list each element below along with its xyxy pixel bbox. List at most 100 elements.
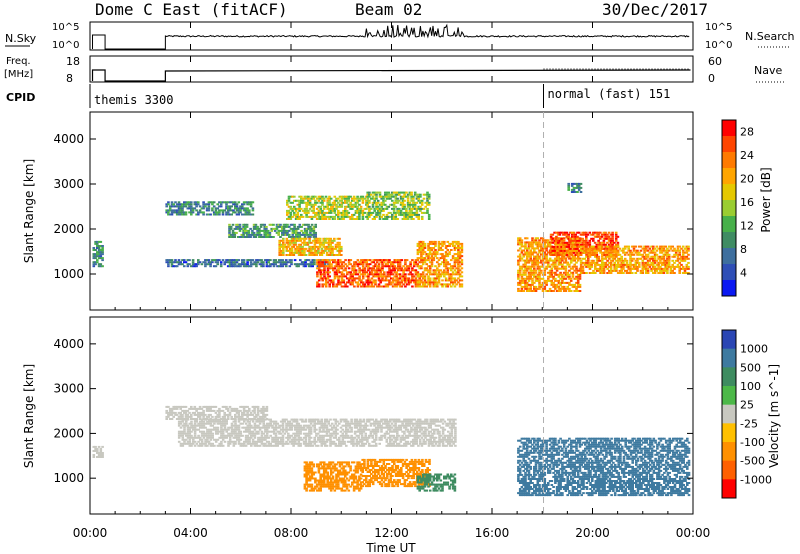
echo-cell — [400, 259, 404, 262]
echo-cell — [321, 279, 324, 282]
echo-cell — [333, 247, 336, 250]
echo-cell — [577, 188, 581, 191]
echo-cell — [578, 290, 582, 292]
echo-cell — [380, 205, 383, 208]
echo-cell — [423, 251, 427, 254]
echo-cell — [326, 201, 329, 204]
echo-cell — [202, 436, 206, 439]
echo-cell — [583, 263, 587, 266]
echo-cell — [620, 269, 623, 272]
echo-cell — [294, 251, 297, 254]
echo-cell — [611, 259, 615, 262]
echo-cell — [248, 407, 251, 410]
echo-cell — [205, 207, 209, 210]
echo-cell — [593, 241, 597, 244]
echo-cell — [432, 240, 436, 243]
echo-cell — [434, 273, 437, 276]
echo-cell — [253, 432, 257, 435]
echo-cell — [593, 235, 597, 238]
echo-cell — [363, 211, 366, 214]
echo-cell — [293, 199, 296, 202]
echo-cell — [529, 265, 532, 268]
echo-cell — [414, 285, 418, 288]
echo-cell — [562, 245, 565, 248]
echo-cell — [186, 413, 190, 416]
echo-cell — [380, 203, 383, 206]
echo-cell — [170, 265, 174, 268]
echo-cell — [685, 257, 689, 260]
echo-cell — [385, 218, 389, 220]
echo-cell — [351, 273, 354, 276]
echo-cell — [396, 199, 399, 202]
echo-cell — [398, 211, 401, 214]
echo-cell — [568, 269, 571, 272]
echo-cell — [586, 241, 590, 244]
echo-cell — [392, 211, 396, 214]
echo-cell — [416, 279, 419, 282]
echo-cell — [590, 263, 594, 266]
echo-cell — [294, 209, 298, 212]
echo-cell — [165, 203, 168, 206]
echo-cell — [315, 249, 318, 252]
echo-cell — [660, 261, 664, 264]
echo-cell — [386, 265, 390, 268]
echo-cell — [629, 255, 632, 258]
echo-cell — [261, 229, 265, 232]
echo-cell — [414, 277, 418, 280]
echo-cell — [403, 191, 406, 194]
echo-cell — [460, 263, 464, 266]
echo-cell — [547, 275, 550, 278]
echo-cell — [258, 436, 262, 439]
echo-cell — [553, 239, 556, 242]
echo-cell — [310, 215, 314, 218]
echo-cell — [406, 197, 410, 200]
echo-cell — [198, 407, 202, 410]
echo-cell — [211, 203, 214, 206]
echo-cell — [412, 205, 415, 208]
echo-cell — [246, 420, 250, 423]
echo-cell — [650, 249, 653, 252]
echo-cell — [177, 205, 181, 208]
echo-cell — [269, 444, 272, 447]
echo-cell — [432, 257, 436, 260]
echo-cell — [251, 231, 254, 234]
echo-cell — [457, 265, 460, 268]
echo-cell — [349, 263, 353, 266]
echo-cell — [653, 247, 657, 250]
echo-cell — [620, 249, 623, 252]
echo-cell — [412, 211, 415, 214]
echo-cell — [299, 247, 303, 250]
echo-cell — [602, 257, 606, 260]
echo-cell — [450, 277, 453, 280]
echo-cell — [335, 207, 338, 210]
echo-cell — [548, 251, 552, 254]
echo-cell — [255, 432, 258, 435]
echo-cell — [419, 205, 422, 208]
echo-cell — [534, 263, 538, 266]
echo-cell — [427, 271, 430, 274]
echo-cell — [195, 407, 198, 410]
echo-cell — [629, 269, 632, 272]
echo-cell — [218, 415, 221, 418]
echo-cell — [219, 261, 223, 264]
echo-cell — [207, 205, 211, 208]
echo-cell — [529, 251, 532, 254]
echo-cell — [458, 269, 462, 272]
echo-cell — [314, 233, 317, 236]
echo-cell — [165, 209, 168, 212]
echo-cell — [618, 259, 622, 262]
echo-cell — [244, 225, 247, 228]
echo-cell — [226, 407, 230, 410]
echo-cell — [397, 273, 400, 276]
echo-cell — [198, 413, 202, 416]
echo-cell — [207, 261, 211, 264]
echo-cell — [190, 209, 193, 212]
echo-cell — [310, 223, 314, 226]
echo-cell — [342, 273, 346, 276]
echo-cell — [421, 283, 425, 286]
echo-cell — [359, 205, 363, 208]
echo-cell — [310, 205, 314, 208]
echo-cell — [299, 251, 303, 254]
echo-cell — [228, 434, 232, 437]
echo-cell — [659, 245, 662, 248]
